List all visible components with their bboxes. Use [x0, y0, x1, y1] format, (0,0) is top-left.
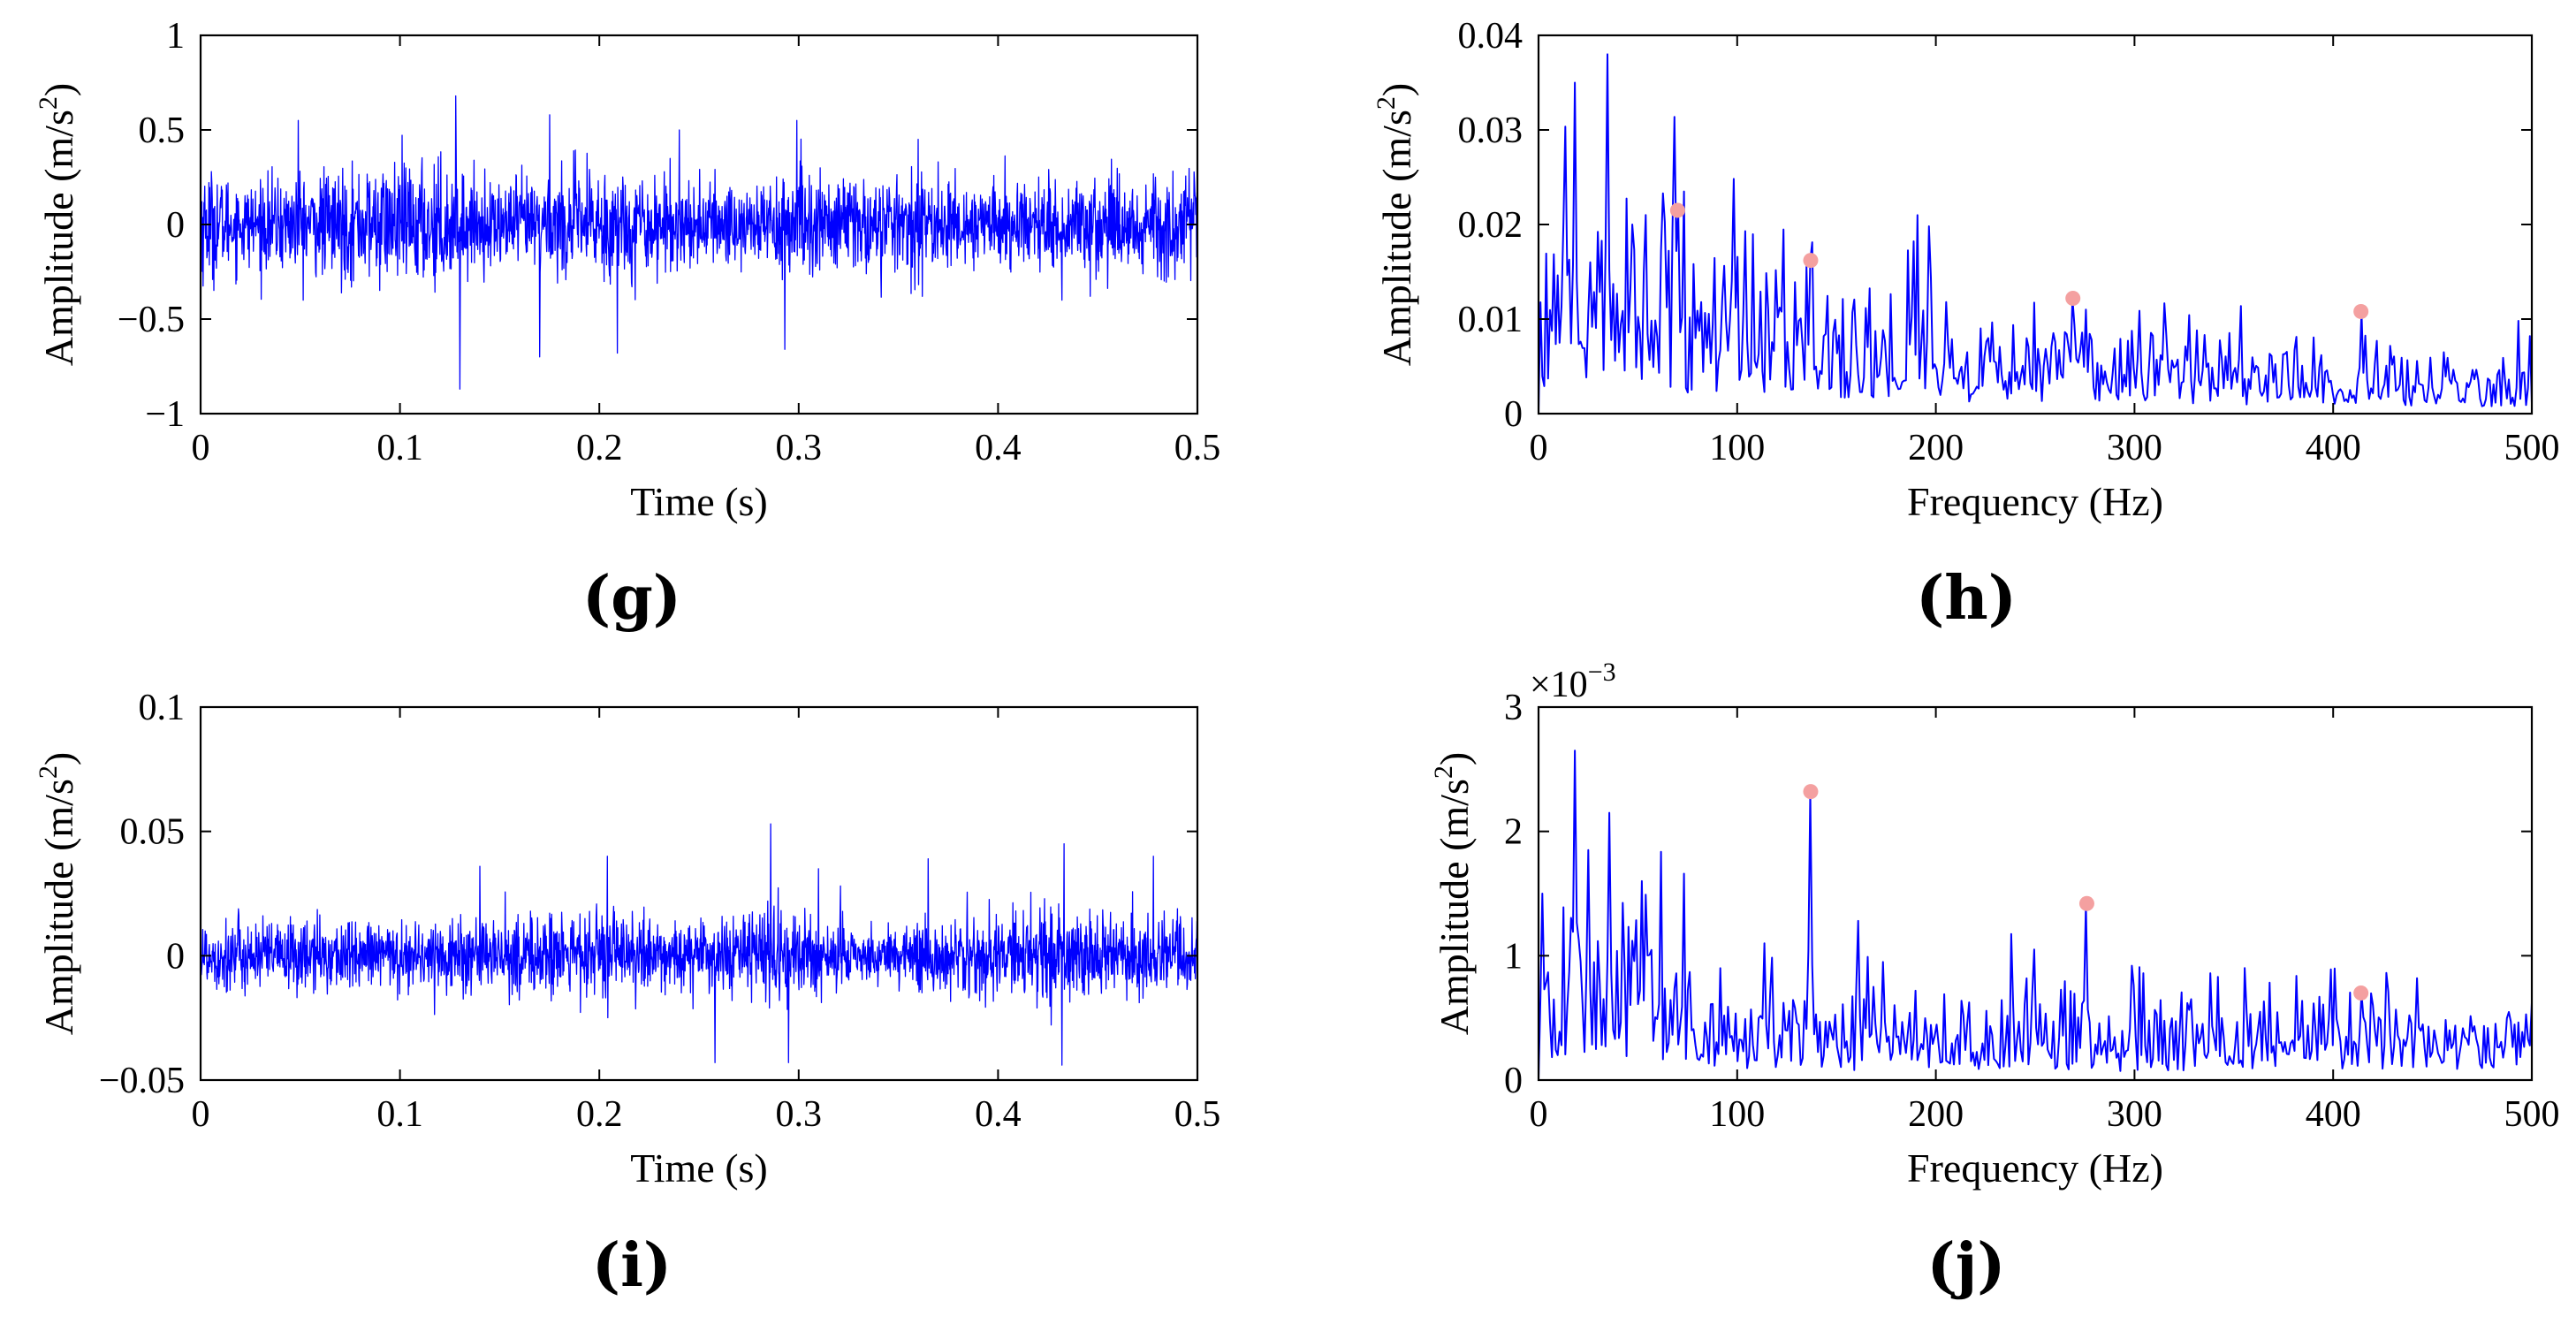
panel-g-waveform	[200, 95, 1198, 390]
panel-h-ytick-label: 0.01	[1458, 300, 1524, 340]
panel-j-xtick-label: 400	[2306, 1094, 2361, 1135]
panel-h-xtick-label: 0	[1530, 428, 1548, 468]
panel-g-label: (g)	[582, 563, 681, 634]
panel-h-spectrum	[1538, 53, 2533, 415]
panel-i-xtick-label: 0.1	[376, 1094, 423, 1135]
panel-i-ytick-label: 0.05	[120, 812, 186, 853]
panel-i-xtick-label: 0.5	[1174, 1094, 1221, 1135]
panel-i-xtick-label: 0.3	[776, 1094, 823, 1135]
panel-g-xtick-label: 0.5	[1174, 428, 1221, 468]
panel-h-ytick-label: 0.04	[1458, 16, 1524, 57]
panel-g: 0 0.1 0.2 0.3 0.4 0.5 −1 −0.5 0 0.5 1 Time (s) Amp…	[34, 16, 1220, 634]
panel-j-peak-markers	[1803, 784, 2369, 1001]
panel-h-xtick-label: 500	[2504, 428, 2560, 468]
panel-i-ylabel-sup: 2	[34, 765, 63, 779]
panel-i-label: (i)	[592, 1230, 672, 1301]
panel-j-exponent-power: −3	[1588, 658, 1616, 687]
panel-j-ylabel: Amplitude (m/s2)	[1429, 752, 1477, 1035]
panel-g-ytick-label: 1	[166, 16, 185, 57]
panel-j-ytick-label: 2	[1504, 812, 1523, 853]
panel-j-ylabel-sup: 2	[1429, 765, 1458, 779]
panel-g-ytick-label: −1	[145, 394, 185, 435]
panel-j-xtick-label: 500	[2504, 1094, 2560, 1135]
panel-h-ylabel-end: )	[1374, 83, 1419, 96]
panel-g-ylabel-sup: 2	[34, 96, 63, 110]
panel-h-ytick-label: 0.02	[1458, 205, 1524, 246]
panel-j-ytick-label: 0	[1504, 1061, 1523, 1101]
panel-h-peak-marker	[1669, 202, 1685, 218]
panel-j-xtick-label: 0	[1530, 1094, 1548, 1135]
panel-g-series-line	[200, 95, 1198, 390]
panel-i-ylabel-main: Amplitude (m/s	[36, 779, 81, 1035]
panel-i-series-line	[200, 823, 1198, 1066]
panel-j-spectrum	[1538, 750, 2533, 1081]
panel-j-ytick-label: 3	[1504, 688, 1523, 728]
panel-h-label: (h)	[1916, 563, 2017, 634]
panel-j-series-line	[1538, 750, 2533, 1081]
panel-j-ytick-label: 1	[1504, 936, 1523, 977]
panel-g-ylabel-main: Amplitude (m/s	[36, 110, 81, 366]
panel-g-xtick-label: 0.2	[576, 428, 623, 468]
panel-i-ytick-label: 0.1	[139, 688, 186, 728]
panel-h-ylabel: Amplitude (m/s2)	[1372, 83, 1419, 366]
panel-j-peak-marker	[1803, 784, 1819, 800]
panel-h-peak-marker	[1803, 253, 1819, 269]
panel-h-xtick-label: 100	[1709, 428, 1765, 468]
panel-i-ylabel: Amplitude (m/s2)	[34, 752, 81, 1035]
panel-h-xlabel: Frequency (Hz)	[1907, 479, 2163, 524]
panel-j-exponent-base: ×10	[1530, 665, 1588, 705]
panel-h: 0 100 200 300 400 500 0 0.01 0.02 0.03 0.04 Freque…	[1372, 16, 2560, 634]
panel-i-ytick-label: −0.05	[99, 1061, 185, 1101]
panel-h-peak-marker	[2065, 290, 2081, 306]
panel-h-peak-markers	[1669, 202, 2369, 319]
panel-j-ticks: 0 100 200 300 400 500 0 1 2 3	[1504, 688, 2560, 1135]
panel-g-ytick-label: 0.5	[139, 110, 186, 151]
panel-g-xlabel: Time (s)	[630, 479, 768, 524]
panel-g-ticks: 0 0.1 0.2 0.3 0.4 0.5 −1 −0.5 0 0.5 1	[118, 16, 1220, 468]
panel-h-peak-marker	[2353, 303, 2369, 319]
panel-h-ytick-label: 0	[1504, 394, 1523, 435]
panel-g-ytick-label: 0	[166, 205, 185, 246]
panel-j-label: (j)	[1927, 1230, 2006, 1301]
panel-j-xtick-label: 100	[1709, 1094, 1765, 1135]
panel-h-ticks: 0 100 200 300 400 500 0 0.01 0.02 0.03 0.04	[1458, 16, 2560, 468]
panel-h-series-line	[1538, 53, 2533, 415]
panel-i-waveform	[200, 823, 1198, 1066]
panel-g-xtick-label: 0	[192, 428, 210, 468]
panel-h-xtick-label: 300	[2107, 428, 2162, 468]
panel-g-ytick-label: −0.5	[118, 300, 185, 340]
panel-i-ylabel-end: )	[36, 752, 81, 765]
panel-j-exponent: ×10−3	[1530, 658, 1616, 705]
panel-j-xtick-label: 300	[2107, 1094, 2162, 1135]
panel-h-xtick-label: 400	[2306, 428, 2361, 468]
panel-g-xtick-label: 0.4	[975, 428, 1022, 468]
panel-g-ylabel-end: )	[36, 83, 81, 96]
panel-j-xtick-label: 200	[1908, 1094, 1964, 1135]
panel-i-xtick-label: 0.2	[576, 1094, 623, 1135]
panel-i-xtick-label: 0	[192, 1094, 210, 1135]
panel-j-peak-marker	[2353, 985, 2369, 1001]
panel-j-ylabel-main: Amplitude (m/s	[1432, 779, 1477, 1035]
panel-h-ylabel-main: Amplitude (m/s	[1374, 110, 1419, 366]
panel-j-peak-marker	[2078, 895, 2094, 911]
panel-j: 0 100 200 300 400 500 0 1 2 3 ×10−3 Frequency (Hz…	[1429, 658, 2560, 1301]
panel-i-xtick-label: 0.4	[975, 1094, 1022, 1135]
panel-h-ytick-label: 0.03	[1458, 110, 1524, 151]
panel-j-xlabel: Frequency (Hz)	[1907, 1145, 2163, 1191]
panel-i-ytick-label: 0	[166, 936, 185, 977]
panel-h-xtick-label: 200	[1908, 428, 1964, 468]
panel-j-ylabel-end: )	[1432, 752, 1477, 765]
panel-g-xtick-label: 0.3	[776, 428, 823, 468]
panel-g-xtick-label: 0.1	[376, 428, 423, 468]
panel-j-axes-frame	[1537, 705, 2534, 1082]
panel-h-ylabel-sup: 2	[1372, 96, 1401, 110]
panel-i-axes-frame	[199, 705, 1199, 1082]
panel-i-xlabel: Time (s)	[630, 1145, 768, 1191]
panel-g-ylabel: Amplitude (m/s2)	[34, 83, 81, 366]
